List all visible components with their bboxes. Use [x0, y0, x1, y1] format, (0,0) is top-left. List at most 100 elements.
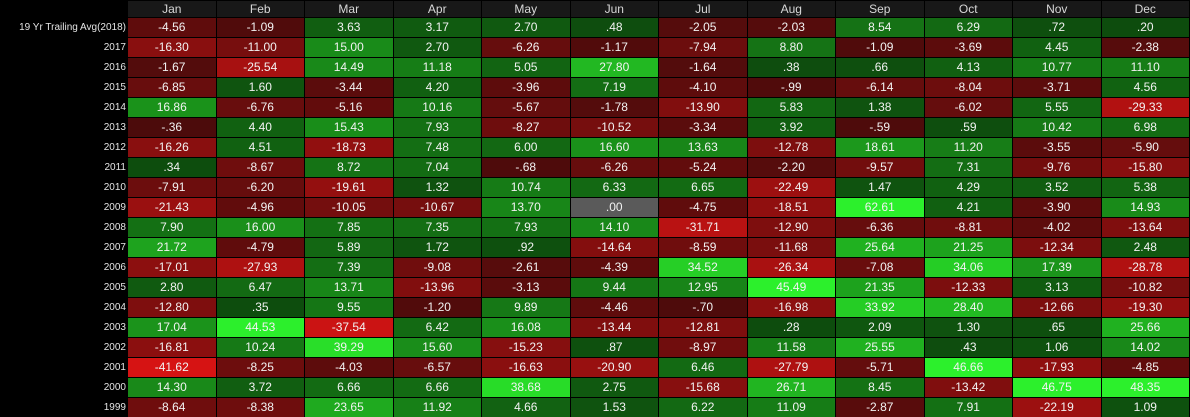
heatmap-cell[interactable]: .92 — [482, 238, 570, 257]
heatmap-cell[interactable]: 12.95 — [659, 278, 747, 297]
heatmap-cell[interactable]: -5.24 — [659, 158, 747, 177]
heatmap-cell[interactable]: 1.32 — [393, 178, 481, 197]
heatmap-cell[interactable]: .87 — [570, 338, 658, 357]
heatmap-cell[interactable]: 11.18 — [393, 58, 481, 77]
heatmap-cell[interactable]: 6.22 — [659, 398, 747, 417]
heatmap-cell[interactable]: -4.03 — [305, 358, 393, 377]
heatmap-cell[interactable]: 7.93 — [393, 118, 481, 137]
heatmap-cell[interactable]: 1.53 — [570, 398, 658, 417]
heatmap-cell[interactable]: -12.81 — [659, 318, 747, 337]
heatmap-cell[interactable]: -3.55 — [1013, 138, 1101, 157]
heatmap-cell[interactable]: -31.71 — [659, 218, 747, 237]
heatmap-cell[interactable]: -2.05 — [659, 18, 747, 37]
heatmap-cell[interactable]: -3.13 — [482, 278, 570, 297]
heatmap-cell[interactable]: -12.33 — [924, 278, 1012, 297]
heatmap-cell[interactable]: -5.16 — [305, 98, 393, 117]
heatmap-cell[interactable]: 21.35 — [836, 278, 924, 297]
heatmap-cell[interactable]: 62.61 — [836, 198, 924, 217]
heatmap-cell[interactable]: -19.30 — [1101, 298, 1189, 317]
heatmap-cell[interactable]: .28 — [747, 318, 835, 337]
heatmap-cell[interactable]: 10.42 — [1013, 118, 1101, 137]
heatmap-cell[interactable]: 13.70 — [482, 198, 570, 217]
heatmap-cell[interactable]: -16.63 — [482, 358, 570, 377]
heatmap-cell[interactable]: .00 — [570, 198, 658, 217]
heatmap-cell[interactable]: 48.35 — [1101, 378, 1189, 397]
heatmap-cell[interactable]: 44.53 — [216, 318, 304, 337]
heatmap-cell[interactable]: -12.34 — [1013, 238, 1101, 257]
heatmap-cell[interactable]: -5.67 — [482, 98, 570, 117]
heatmap-cell[interactable]: 3.17 — [393, 18, 481, 37]
heatmap-cell[interactable]: -15.80 — [1101, 158, 1189, 177]
heatmap-cell[interactable]: -3.96 — [482, 78, 570, 97]
heatmap-cell[interactable]: -3.44 — [305, 78, 393, 97]
heatmap-cell[interactable]: -9.57 — [836, 158, 924, 177]
heatmap-cell[interactable]: 33.92 — [836, 298, 924, 317]
heatmap-cell[interactable]: 5.83 — [747, 98, 835, 117]
heatmap-cell[interactable]: -37.54 — [305, 318, 393, 337]
heatmap-cell[interactable]: -6.20 — [216, 178, 304, 197]
heatmap-cell[interactable]: 10.24 — [216, 338, 304, 357]
heatmap-cell[interactable]: 45.49 — [747, 278, 835, 297]
heatmap-cell[interactable]: -6.14 — [836, 78, 924, 97]
heatmap-cell[interactable]: 2.75 — [570, 378, 658, 397]
heatmap-cell[interactable]: -17.01 — [128, 258, 216, 277]
heatmap-cell[interactable]: 3.92 — [747, 118, 835, 137]
heatmap-cell[interactable]: 17.39 — [1013, 258, 1101, 277]
heatmap-cell[interactable]: -4.85 — [1101, 358, 1189, 377]
heatmap-cell[interactable]: 11.09 — [747, 398, 835, 417]
heatmap-cell[interactable]: -4.56 — [128, 18, 216, 37]
heatmap-cell[interactable]: -4.79 — [216, 238, 304, 257]
heatmap-cell[interactable]: 6.66 — [393, 378, 481, 397]
heatmap-cell[interactable]: 8.54 — [836, 18, 924, 37]
heatmap-cell[interactable]: 8.80 — [747, 38, 835, 57]
heatmap-cell[interactable]: -16.26 — [128, 138, 216, 157]
heatmap-cell[interactable]: 4.29 — [924, 178, 1012, 197]
heatmap-cell[interactable]: -1.20 — [393, 298, 481, 317]
heatmap-cell[interactable]: -6.26 — [570, 158, 658, 177]
heatmap-cell[interactable]: 23.65 — [305, 398, 393, 417]
heatmap-cell[interactable]: 11.92 — [393, 398, 481, 417]
heatmap-cell[interactable]: -8.81 — [924, 218, 1012, 237]
heatmap-cell[interactable]: 16.08 — [482, 318, 570, 337]
heatmap-cell[interactable]: 9.44 — [570, 278, 658, 297]
heatmap-cell[interactable]: -19.61 — [305, 178, 393, 197]
heatmap-cell[interactable]: .38 — [747, 58, 835, 77]
heatmap-cell[interactable]: 7.90 — [128, 218, 216, 237]
heatmap-cell[interactable]: 9.55 — [305, 298, 393, 317]
heatmap-cell[interactable]: 6.98 — [1101, 118, 1189, 137]
heatmap-cell[interactable]: 21.25 — [924, 238, 1012, 257]
heatmap-cell[interactable]: -27.93 — [216, 258, 304, 277]
heatmap-cell[interactable]: -20.90 — [570, 358, 658, 377]
heatmap-cell[interactable]: 2.70 — [393, 38, 481, 57]
heatmap-cell[interactable]: -8.67 — [216, 158, 304, 177]
heatmap-cell[interactable]: 46.75 — [1013, 378, 1101, 397]
heatmap-cell[interactable]: 25.55 — [836, 338, 924, 357]
heatmap-cell[interactable]: -1.67 — [128, 58, 216, 77]
heatmap-cell[interactable]: -2.38 — [1101, 38, 1189, 57]
heatmap-cell[interactable]: 6.47 — [216, 278, 304, 297]
heatmap-cell[interactable]: -6.57 — [393, 358, 481, 377]
heatmap-cell[interactable]: -.59 — [836, 118, 924, 137]
heatmap-cell[interactable]: -25.54 — [216, 58, 304, 77]
heatmap-cell[interactable]: 8.72 — [305, 158, 393, 177]
heatmap-cell[interactable]: .66 — [836, 58, 924, 77]
heatmap-cell[interactable]: .48 — [570, 18, 658, 37]
heatmap-cell[interactable]: 4.13 — [924, 58, 1012, 77]
heatmap-cell[interactable]: 11.10 — [1101, 58, 1189, 77]
heatmap-cell[interactable]: -15.23 — [482, 338, 570, 357]
heatmap-cell[interactable]: 18.61 — [836, 138, 924, 157]
heatmap-cell[interactable]: 26.71 — [747, 378, 835, 397]
heatmap-cell[interactable]: -2.61 — [482, 258, 570, 277]
heatmap-cell[interactable]: 15.43 — [305, 118, 393, 137]
heatmap-cell[interactable]: 10.74 — [482, 178, 570, 197]
heatmap-cell[interactable]: 14.30 — [128, 378, 216, 397]
heatmap-cell[interactable]: .65 — [1013, 318, 1101, 337]
heatmap-cell[interactable]: -6.85 — [128, 78, 216, 97]
heatmap-cell[interactable]: 2.48 — [1101, 238, 1189, 257]
heatmap-cell[interactable]: -13.90 — [659, 98, 747, 117]
heatmap-cell[interactable]: -10.67 — [393, 198, 481, 217]
heatmap-cell[interactable]: -4.46 — [570, 298, 658, 317]
heatmap-cell[interactable]: -10.05 — [305, 198, 393, 217]
heatmap-cell[interactable]: 6.65 — [659, 178, 747, 197]
heatmap-cell[interactable]: -12.66 — [1013, 298, 1101, 317]
